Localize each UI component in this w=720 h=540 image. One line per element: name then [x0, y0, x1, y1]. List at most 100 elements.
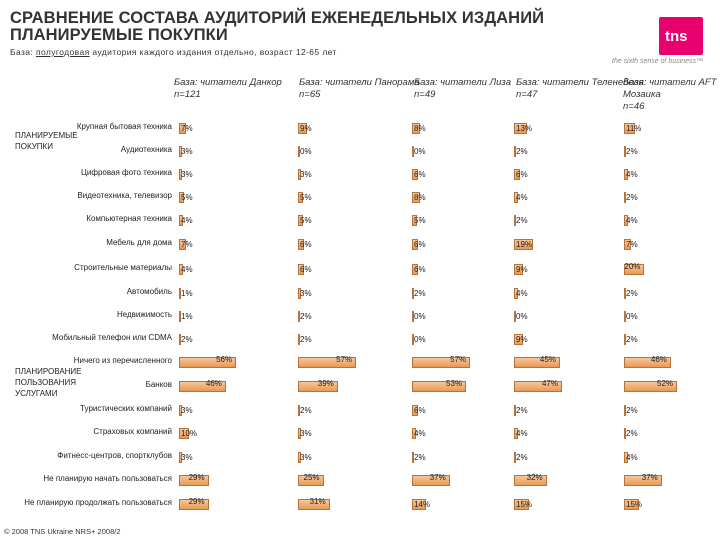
bar [298, 452, 302, 463]
bar [412, 381, 467, 392]
data-label: 5% [414, 216, 426, 225]
data-label: 2% [300, 335, 312, 344]
logo-tagline: the sixth sense of business™ [612, 58, 704, 65]
data-label: 53% [446, 379, 463, 388]
bar [412, 239, 419, 250]
data-label: 52% [657, 379, 674, 388]
bar [624, 146, 627, 157]
footer-copyright: © 2008 TNS Ukraine NRS+ 2008/2 [4, 527, 121, 536]
bar [179, 123, 187, 134]
data-label: 0% [414, 147, 426, 156]
data-label: 2% [516, 147, 528, 156]
bar [179, 169, 183, 180]
data-label: 3% [300, 289, 312, 298]
bar [179, 334, 182, 345]
page-title: СРАВНЕНИЕ СОСТАВА АУДИТОРИЙ ЕЖЕНЕДЕЛЬНЫХ… [10, 10, 650, 44]
series-header-1: База: читатели Данкор n=121 [174, 77, 282, 100]
series-header-5: База: читатели AFT Мозаика n=46 [623, 77, 717, 112]
data-label: 13% [516, 124, 533, 133]
data-label: 2% [626, 406, 638, 415]
bar [514, 215, 517, 226]
subtitle-underlined: полугодовая [35, 47, 90, 57]
data-label: 5% [181, 193, 193, 202]
data-label: 4% [516, 193, 528, 202]
data-label: 6% [414, 240, 426, 249]
data-label: 2% [300, 312, 312, 321]
bar [624, 311, 626, 322]
data-label: 29% [188, 497, 205, 506]
series-header-4: База: читатели Теленеделя n=47 [516, 77, 644, 100]
data-label: 0% [300, 147, 312, 156]
bar [514, 146, 517, 157]
bar [298, 405, 301, 416]
bar [412, 288, 415, 299]
bar [298, 311, 301, 322]
category-label: Страховых компаний [93, 427, 172, 436]
data-label: 6% [516, 170, 528, 179]
bar [298, 357, 357, 368]
bar [179, 146, 183, 157]
data-label: 31% [309, 497, 326, 506]
category-label: Туристических компаний [80, 404, 172, 413]
data-label: 0% [626, 312, 638, 321]
data-label: 2% [414, 289, 426, 298]
group-label-services: ПЛАНИРОВАНИЕ ПОЛЬЗОВАНИЯ УСЛУГАМИ [15, 367, 82, 398]
data-label: 3% [181, 170, 193, 179]
bar [179, 215, 184, 226]
bar [624, 334, 627, 345]
category-label: Строительные материалы [74, 263, 172, 272]
bar [179, 264, 184, 275]
data-label: 2% [414, 453, 426, 462]
bar [514, 169, 521, 180]
data-label: 8% [414, 124, 426, 133]
category-label: Не планирую начать пользоваться [43, 474, 172, 483]
bar [412, 452, 415, 463]
bar [514, 357, 560, 368]
tns-logo: tns [659, 17, 703, 55]
category-label: Автомобиль [126, 287, 172, 296]
data-label: 29% [188, 473, 205, 482]
subtitle-post: аудитория каждого издания отдельно, возр… [89, 47, 337, 57]
title-line-2: ПЛАНИРУЕМЫЕ ПОКУПКИ [10, 26, 228, 44]
category-label: Ничего из перечисленного [73, 356, 172, 365]
category-label: Компьютерная техника [86, 214, 172, 223]
category-label: Не планирую продолжать пользоваться [24, 498, 172, 507]
bar [624, 499, 640, 510]
bar [298, 428, 302, 439]
data-label: 0% [516, 312, 528, 321]
bar [412, 264, 419, 275]
bar [514, 428, 519, 439]
bar [624, 381, 678, 392]
bar [298, 192, 304, 203]
data-label: 2% [516, 216, 528, 225]
data-label: 0% [414, 335, 426, 344]
data-label: 2% [516, 453, 528, 462]
bar [412, 475, 450, 486]
bar [514, 499, 530, 510]
data-label: 37% [641, 473, 658, 482]
data-label: 7% [181, 240, 193, 249]
bar [412, 192, 421, 203]
bar [298, 239, 305, 250]
bar [514, 239, 534, 250]
bar [412, 357, 471, 368]
data-label: 3% [181, 406, 193, 415]
bar [412, 428, 417, 439]
data-label: 5% [300, 193, 312, 202]
bar [298, 288, 302, 299]
bar [298, 123, 308, 134]
data-label: 8% [414, 193, 426, 202]
bar [514, 311, 516, 322]
data-label: 45% [539, 355, 556, 364]
title-line-1: СРАВНЕНИЕ СОСТАВА АУДИТОРИЙ ЕЖЕНЕДЕЛЬНЫХ… [10, 9, 545, 27]
bar [412, 499, 427, 510]
data-label: 32% [526, 473, 543, 482]
data-label: 6% [300, 240, 312, 249]
bar [298, 334, 301, 345]
bar [624, 123, 636, 134]
data-label: 14% [414, 500, 431, 509]
bar [179, 288, 181, 299]
bar [624, 215, 629, 226]
series-header-3: База: читатели Лиза n=49 [414, 77, 511, 100]
bar [624, 192, 627, 203]
